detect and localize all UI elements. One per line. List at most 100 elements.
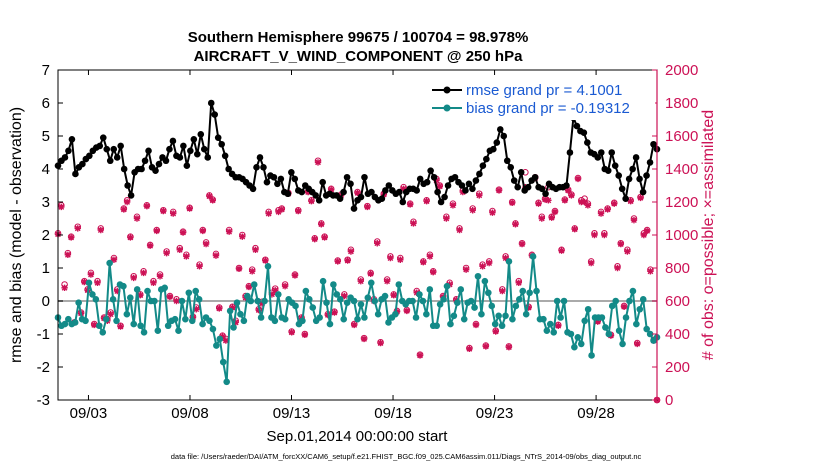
obs-assimilated-marker xyxy=(258,300,266,307)
rmse-marker xyxy=(117,142,124,150)
bias-marker xyxy=(629,287,637,295)
rmse-marker xyxy=(277,175,285,183)
obs-assimilated-marker xyxy=(571,226,578,233)
bias-marker xyxy=(485,289,492,297)
rmse-marker xyxy=(79,160,86,168)
obs-assimilated-marker xyxy=(81,278,88,286)
obs-assimilated-marker xyxy=(166,293,174,301)
rmse-marker xyxy=(211,111,219,118)
rmse-marker xyxy=(496,126,504,133)
rmse-marker xyxy=(319,178,326,186)
obs-assimilated-marker xyxy=(183,253,190,260)
x-tick-label: 09/28 xyxy=(577,405,615,422)
rmse-marker xyxy=(197,131,205,138)
rmse-marker xyxy=(490,145,497,153)
obs-assimilated-marker xyxy=(321,234,328,241)
rmse-marker xyxy=(340,188,347,196)
obs-assimilated-marker xyxy=(347,248,355,255)
obs-assimilated-marker xyxy=(584,202,592,209)
obs-assimilated-marker xyxy=(311,235,318,243)
obs-assimilated-marker xyxy=(505,344,513,351)
rmse-marker xyxy=(622,195,629,202)
obs-assimilated-marker xyxy=(87,271,95,278)
obs-assimilated-marker xyxy=(91,321,98,329)
obs-assimilated-marker xyxy=(196,263,203,270)
obs-assimilated-marker xyxy=(472,321,480,329)
obs-assimilated-marker xyxy=(525,304,532,311)
y-tick-label-right: 1200 xyxy=(665,194,698,211)
bias-marker xyxy=(323,299,330,306)
rmse-marker xyxy=(274,180,281,188)
obs-assimilated-marker xyxy=(193,306,200,313)
bias-marker xyxy=(626,297,633,305)
obs-assimilated-marker xyxy=(202,240,210,248)
obs-assimilated-marker xyxy=(403,307,411,315)
bias-marker xyxy=(306,296,313,303)
bias-marker xyxy=(233,299,241,306)
bias-marker xyxy=(330,281,337,288)
obs-assimilated-marker xyxy=(304,188,312,196)
obs-assimilated-marker xyxy=(568,192,575,199)
bias-marker xyxy=(581,317,589,325)
x-tick-label: 09/08 xyxy=(171,405,209,422)
bias-marker xyxy=(99,329,107,336)
rmse-marker xyxy=(413,187,421,194)
rmse-marker xyxy=(225,165,232,173)
obs-assimilated-marker xyxy=(318,221,325,228)
bias-marker xyxy=(113,317,120,325)
bias-marker xyxy=(219,358,227,366)
bias-marker xyxy=(96,322,103,330)
bias-marker xyxy=(509,315,516,323)
bias-marker xyxy=(192,287,200,295)
bias-marker xyxy=(522,310,530,318)
bias-marker xyxy=(226,307,234,315)
obs-assimilated-marker xyxy=(67,234,75,241)
rmse-marker xyxy=(416,175,424,183)
rmse-marker xyxy=(580,129,588,136)
bias-marker xyxy=(319,277,327,285)
rmse-marker xyxy=(357,193,365,201)
rmse-marker xyxy=(253,164,260,171)
obs-assimilated-marker xyxy=(406,201,414,208)
bias-marker xyxy=(571,343,578,351)
bias-marker xyxy=(206,317,213,325)
obs-assimilated-marker xyxy=(173,297,180,305)
obs-assimilated-marker xyxy=(367,270,374,277)
obs-assimilated-marker xyxy=(58,203,65,211)
rmse-marker xyxy=(284,190,292,198)
bias-marker xyxy=(612,297,619,305)
obs-assimilated-marker xyxy=(466,345,473,353)
obs-assimilated-marker xyxy=(574,175,582,183)
obs-assimilated-marker xyxy=(357,278,364,285)
bias-marker xyxy=(533,287,540,295)
axes-layer: 09/03 09/08 09/13 09/18 09/23 09/28 -3 -2 -1 0 1 2 3… xyxy=(37,62,699,422)
obs-assimilated-marker xyxy=(443,215,450,222)
y-tick-label-right: 0 xyxy=(665,392,673,409)
bias-marker xyxy=(361,314,368,321)
y-tick-label-left: 1 xyxy=(42,260,50,277)
y-tick-label-right: 800 xyxy=(665,260,690,277)
bias-marker xyxy=(371,297,379,305)
obs-assimilated-marker xyxy=(354,189,361,197)
bias-marker xyxy=(144,287,151,295)
chart-title-line2: AIRCRAFT_V_WIND_COMPONENT @ 250 hPa xyxy=(194,48,524,65)
rmse-marker xyxy=(110,145,118,153)
bias-marker xyxy=(440,296,447,303)
bias-marker xyxy=(540,315,547,323)
x-tick-label: 09/13 xyxy=(273,405,311,422)
bias-marker xyxy=(450,312,458,320)
rmse-marker xyxy=(138,165,145,173)
rmse-marker xyxy=(625,175,633,183)
rmse-marker xyxy=(510,177,518,184)
obs-assimilated-marker xyxy=(515,279,522,287)
obs-assimilated-marker xyxy=(206,193,213,200)
obs-assimilated-marker xyxy=(489,209,496,216)
legend-bias-label: bias grand pr = -0.19312 xyxy=(466,100,630,117)
y-tick-label-left: 2 xyxy=(42,227,50,244)
obs-assimilated-marker xyxy=(97,226,104,234)
bias-marker xyxy=(374,310,382,318)
bias-marker xyxy=(619,340,626,348)
obs-assimilated-marker xyxy=(107,311,114,318)
obs-assimilated-marker xyxy=(410,220,417,227)
rmse-marker xyxy=(538,185,546,193)
